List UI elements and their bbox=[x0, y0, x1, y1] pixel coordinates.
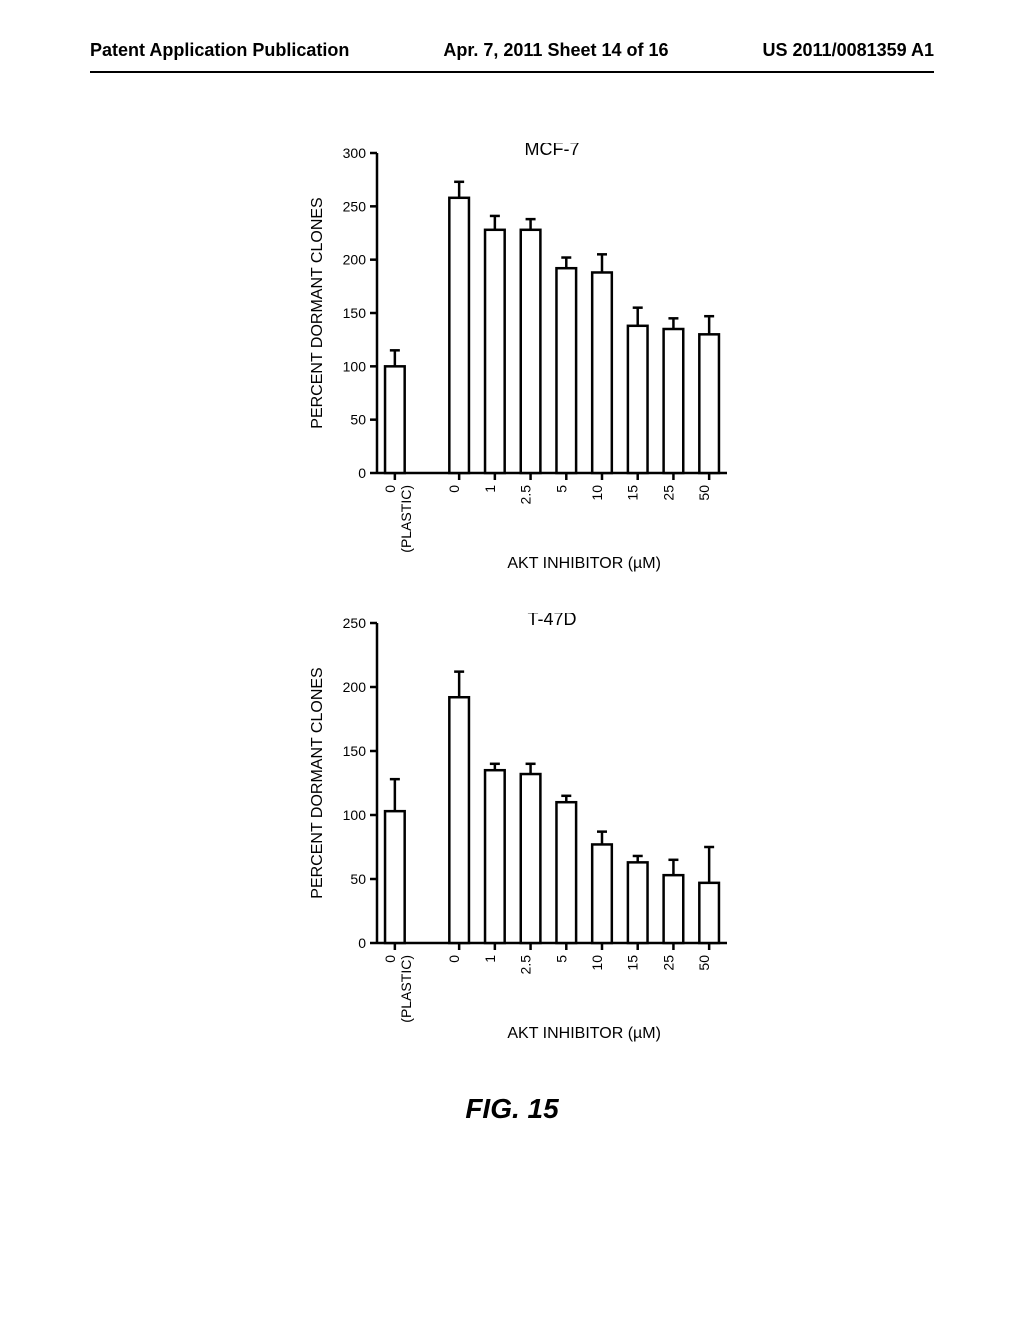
svg-text:50: 50 bbox=[350, 871, 366, 887]
svg-text:15: 15 bbox=[625, 955, 641, 971]
figure-label: FIG. 15 bbox=[465, 1093, 558, 1125]
svg-text:15: 15 bbox=[625, 485, 641, 501]
svg-text:2.5: 2.5 bbox=[518, 485, 534, 505]
svg-text:50: 50 bbox=[696, 485, 712, 501]
chart-mcf7-block: 050100150200250300PERCENT DORMANT CLONES… bbox=[287, 143, 737, 583]
svg-text:0: 0 bbox=[382, 485, 398, 493]
svg-text:50: 50 bbox=[350, 412, 366, 428]
chart-t47d-block: 050100150200250PERCENT DORMANT CLONEST-4… bbox=[287, 613, 737, 1053]
svg-text:25: 25 bbox=[660, 955, 676, 971]
svg-text:200: 200 bbox=[343, 679, 367, 695]
header-row: Patent Application Publication Apr. 7, 2… bbox=[90, 40, 934, 61]
svg-text:100: 100 bbox=[343, 807, 367, 823]
header-right: US 2011/0081359 A1 bbox=[763, 40, 934, 61]
svg-text:2.5: 2.5 bbox=[518, 955, 534, 975]
svg-text:5: 5 bbox=[553, 955, 569, 963]
svg-text:0: 0 bbox=[358, 935, 366, 951]
svg-text:5: 5 bbox=[553, 485, 569, 493]
header-middle: Apr. 7, 2011 Sheet 14 of 16 bbox=[443, 40, 668, 61]
svg-text:0: 0 bbox=[382, 955, 398, 963]
svg-text:(PLASTIC): (PLASTIC) bbox=[398, 485, 414, 553]
svg-text:PERCENT DORMANT CLONES: PERCENT DORMANT CLONES bbox=[309, 667, 326, 898]
svg-text:1: 1 bbox=[482, 485, 498, 493]
chart-t47d: 050100150200250PERCENT DORMANT CLONEST-4… bbox=[287, 613, 737, 1053]
svg-text:0: 0 bbox=[446, 955, 462, 963]
svg-text:50: 50 bbox=[696, 955, 712, 971]
svg-text:10: 10 bbox=[589, 485, 605, 501]
svg-text:(PLASTIC): (PLASTIC) bbox=[398, 955, 414, 1023]
svg-text:AKT INHIBITOR (µM): AKT INHIBITOR (µM) bbox=[507, 1025, 661, 1042]
svg-text:250: 250 bbox=[343, 615, 367, 631]
svg-text:0: 0 bbox=[358, 465, 366, 481]
svg-text:250: 250 bbox=[343, 198, 367, 214]
header-left: Patent Application Publication bbox=[90, 40, 349, 61]
svg-text:150: 150 bbox=[343, 305, 367, 321]
svg-text:10: 10 bbox=[589, 955, 605, 971]
svg-text:200: 200 bbox=[343, 252, 367, 268]
svg-text:AKT INHIBITOR (µM): AKT INHIBITOR (µM) bbox=[507, 555, 661, 572]
chart-mcf7: 050100150200250300PERCENT DORMANT CLONES… bbox=[287, 143, 737, 583]
header-rule bbox=[90, 71, 934, 73]
svg-text:PERCENT DORMANT CLONES: PERCENT DORMANT CLONES bbox=[309, 197, 326, 428]
svg-text:100: 100 bbox=[343, 358, 367, 374]
svg-text:25: 25 bbox=[660, 485, 676, 501]
svg-text:300: 300 bbox=[343, 145, 367, 161]
page: Patent Application Publication Apr. 7, 2… bbox=[0, 0, 1024, 1320]
svg-text:0: 0 bbox=[446, 485, 462, 493]
svg-text:MCF-7: MCF-7 bbox=[525, 143, 580, 159]
charts-container: 050100150200250300PERCENT DORMANT CLONES… bbox=[90, 143, 934, 1125]
svg-text:1: 1 bbox=[482, 955, 498, 963]
svg-text:T-47D: T-47D bbox=[527, 613, 576, 629]
svg-text:150: 150 bbox=[343, 743, 367, 759]
